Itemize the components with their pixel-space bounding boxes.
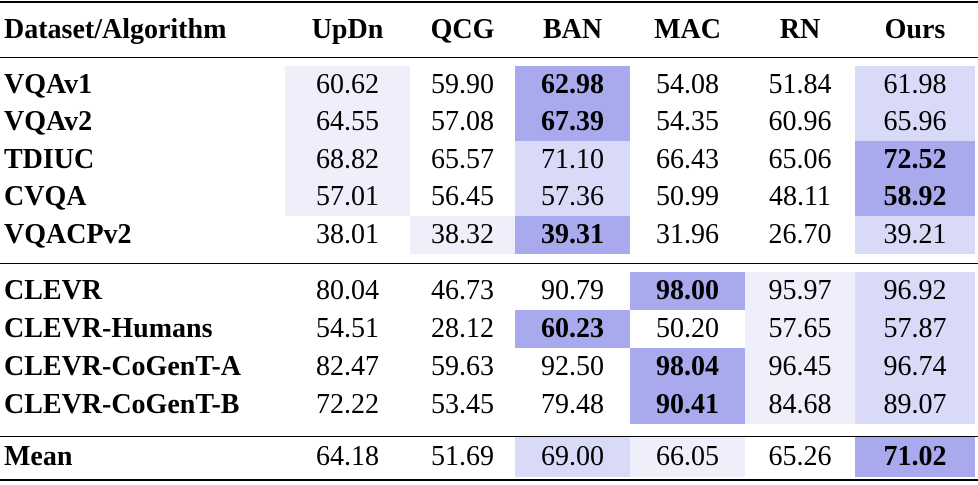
cell: 54.08 xyxy=(656,68,719,100)
row-label: VQACPv2 xyxy=(4,218,132,250)
cell: 28.12 xyxy=(431,313,494,344)
cell: 80.04 xyxy=(316,275,379,306)
cell: 38.32 xyxy=(410,216,515,254)
cell: 98.04 xyxy=(630,348,745,386)
rule xyxy=(0,1,978,3)
rule xyxy=(0,57,978,58)
cell: 65.06 xyxy=(768,143,832,175)
cell: 61.98 xyxy=(855,66,975,104)
row-label: CLEVR xyxy=(4,275,103,306)
cell: 66.43 xyxy=(656,143,719,175)
cell: 39.31 xyxy=(515,216,630,254)
cell: 96.45 xyxy=(745,348,855,386)
cell: 67.39 xyxy=(515,103,630,141)
rule xyxy=(0,263,978,264)
row-label: CLEVR-CoGenT-B xyxy=(4,389,240,420)
cell: 71.02 xyxy=(855,437,975,477)
column-header: UpDn xyxy=(311,14,384,45)
cell: 96.92 xyxy=(855,272,975,310)
cell: 84.68 xyxy=(745,386,855,424)
cell: 66.05 xyxy=(630,437,745,477)
cell: 51.84 xyxy=(768,68,832,100)
cell: 62.98 xyxy=(515,66,630,104)
column-header: BAN xyxy=(542,14,603,45)
cell: 57.08 xyxy=(431,106,494,138)
cell: 60.96 xyxy=(768,106,832,138)
cell: 51.69 xyxy=(431,441,494,472)
cell: 89.07 xyxy=(855,386,975,424)
cell: 59.63 xyxy=(431,351,494,382)
cell: 31.96 xyxy=(656,218,719,250)
cell: 60.62 xyxy=(285,66,410,104)
column-header: RN xyxy=(779,14,821,45)
rule xyxy=(0,436,978,437)
column-header: Ours xyxy=(884,14,946,45)
row-label: Mean xyxy=(4,441,73,472)
cell: 48.11 xyxy=(769,181,831,213)
cell: 64.55 xyxy=(285,103,410,141)
cell: 72.22 xyxy=(316,389,379,420)
cell: 54.35 xyxy=(656,106,719,138)
cell: 59.90 xyxy=(431,68,494,100)
cell: 71.10 xyxy=(515,141,630,179)
cell: 57.65 xyxy=(745,310,855,348)
row-label: VQAv2 xyxy=(4,106,93,138)
column-header: Dataset/Algorithm xyxy=(4,14,227,45)
cell: 53.45 xyxy=(431,389,494,420)
cell: 64.18 xyxy=(316,441,379,472)
cell: 90.41 xyxy=(630,386,745,424)
row-label: CLEVR-Humans xyxy=(4,313,213,344)
cell: 57.87 xyxy=(855,310,975,348)
row-label: CLEVR-CoGenT-A xyxy=(4,351,241,382)
cell: 57.36 xyxy=(515,178,630,216)
cell: 39.21 xyxy=(855,216,975,254)
cell: 68.82 xyxy=(285,141,410,179)
row-label: CVQA xyxy=(4,181,87,213)
cell: 69.00 xyxy=(515,437,630,477)
cell: 90.79 xyxy=(541,275,604,306)
cell: 92.50 xyxy=(541,351,604,382)
row-label: VQAv1 xyxy=(4,68,93,100)
cell: 54.51 xyxy=(316,313,379,344)
cell: 96.74 xyxy=(855,348,975,386)
cell: 38.01 xyxy=(316,218,379,250)
cell: 98.00 xyxy=(630,272,745,310)
cell: 95.97 xyxy=(745,272,855,310)
cell: 50.99 xyxy=(656,181,719,213)
cell: 60.23 xyxy=(515,310,630,348)
column-header: QCG xyxy=(430,14,495,45)
cell: 46.73 xyxy=(431,275,494,306)
row-label: TDIUC xyxy=(4,143,95,175)
cell: 82.47 xyxy=(316,351,379,382)
column-header: MAC xyxy=(654,14,721,45)
rule xyxy=(0,479,978,481)
cell: 65.57 xyxy=(431,143,494,175)
cell: 50.20 xyxy=(656,313,719,344)
cell: 56.45 xyxy=(431,181,494,213)
cell: 65.26 xyxy=(768,441,832,472)
cell: 26.70 xyxy=(768,218,832,250)
cell: 58.92 xyxy=(855,178,975,216)
cell: 57.01 xyxy=(285,178,410,216)
cell: 79.48 xyxy=(541,389,604,420)
cell: 72.52 xyxy=(855,141,975,179)
cell: 65.96 xyxy=(855,103,975,141)
